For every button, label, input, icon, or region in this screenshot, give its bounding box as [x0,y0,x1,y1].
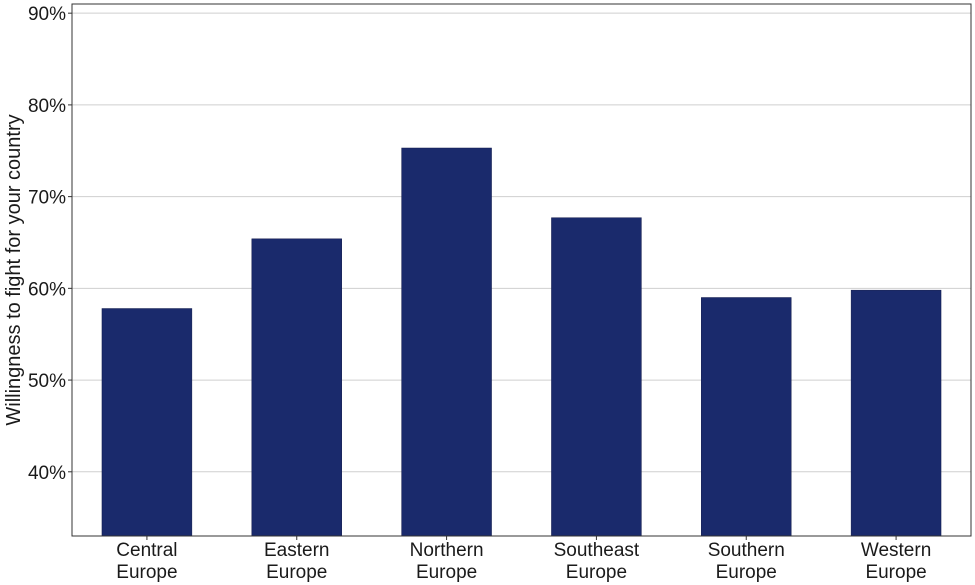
y-tick-label: 50% [28,371,66,392]
bar [551,217,642,537]
x-tick-label: Northern Europe [410,540,484,583]
y-tick-label: 70% [28,188,66,209]
bar [701,297,792,537]
bar [401,147,492,537]
y-tick-label: 90% [28,4,66,25]
bars [101,147,942,537]
bar [251,238,342,537]
y-tick-label: 60% [28,279,66,300]
x-tick-label: Southern Europe [708,540,785,583]
y-tick-label: 80% [28,96,66,117]
x-tick-label: Southeast Europe [554,540,640,583]
bar [850,289,942,537]
y-axis-title: Willingness to fight for your country [3,114,25,425]
x-tick-label: Western Europe [861,540,931,583]
x-axis-ticks: Central Europe Eastern Europe Northern Europe… [116,536,931,583]
x-tick-label: Eastern Europe [264,540,329,583]
y-tick-label: 40% [28,463,66,484]
x-tick-label: Central Europe [116,540,177,583]
y-axis-ticks: 40% 50% 60% 70% 80% 90% [28,4,72,484]
bar [101,308,193,537]
gridlines [72,12,971,473]
plot-frame [71,3,972,537]
